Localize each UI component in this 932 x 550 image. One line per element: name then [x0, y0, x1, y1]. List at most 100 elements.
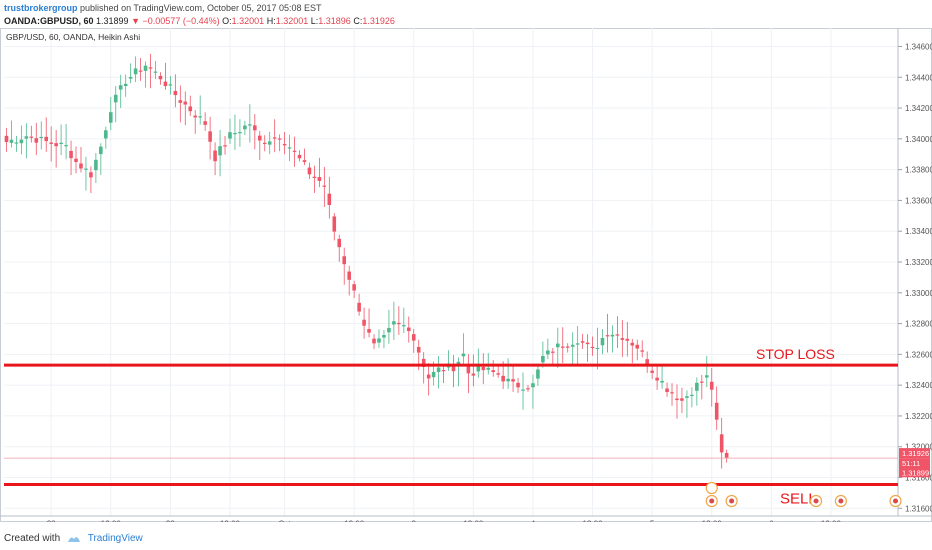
axis-price-label: 1.31926 [902, 449, 929, 458]
candle-body [272, 137, 277, 139]
candle-body [327, 193, 332, 205]
candle-body [198, 116, 202, 118]
x-tick-label: 12:00 [220, 520, 241, 523]
open-label: O: [222, 16, 232, 26]
candle-body [203, 121, 207, 125]
candle-body [506, 378, 510, 382]
high-label: H: [266, 16, 276, 26]
axis-price-label: 1.31899 [902, 468, 929, 477]
publisher-name[interactable]: trustbrokergroup [4, 3, 78, 13]
x-tick-label: 12:00 [702, 520, 723, 523]
candle-body [660, 380, 664, 383]
candle-body [635, 344, 640, 349]
y-tick-label: 1.32600 [905, 350, 932, 359]
candle-body [59, 142, 63, 144]
candle-body [332, 216, 337, 232]
candle-body [471, 373, 476, 376]
candle-body [342, 256, 347, 265]
candle-body [704, 375, 709, 378]
event-flag-dot [838, 498, 844, 504]
candle-body [89, 172, 93, 178]
y-tick-label: 1.33600 [905, 196, 932, 205]
candle-body [218, 146, 222, 156]
candle-body [94, 159, 98, 171]
candle-body [322, 185, 327, 187]
price-change: −0.00577 (−0.44%) [142, 16, 220, 26]
candle-body [257, 135, 262, 141]
candle-body [560, 346, 565, 348]
high-value: 1.32001 [275, 16, 309, 26]
chart[interactable]: 1.31600 1.31800 1.32000 1.32200 1.32400 1.326… [0, 28, 932, 522]
candle-body [352, 284, 356, 291]
candle-body [183, 101, 188, 105]
candle-body [700, 381, 704, 383]
candle-body [416, 346, 421, 353]
y-tick-label: 1.31600 [905, 504, 932, 513]
y-tick-label: 1.32000 [905, 443, 932, 452]
candle-body [466, 364, 471, 374]
candle-body [645, 359, 649, 366]
last-price: 1.31899 [96, 16, 129, 26]
candle-body [719, 434, 724, 453]
candle-body [709, 381, 714, 390]
candle-body [675, 398, 679, 401]
candle-body [406, 327, 411, 332]
footer: Created with TradingView [4, 533, 143, 544]
event-flag-dot [709, 498, 715, 504]
candle-body [243, 125, 247, 130]
chart-title: GBP/USD, 60, OANDA, Heikin Ashi [6, 32, 140, 42]
candle-body [19, 139, 24, 144]
tradingview-brand[interactable]: TradingView [87, 533, 143, 544]
low-label: L: [310, 16, 319, 26]
candle-body [541, 355, 545, 363]
candle-body [620, 338, 625, 340]
candle-body [605, 335, 610, 337]
symbol-interval: OANDA:GBPUSD, 60 [4, 16, 94, 26]
candle-body [421, 358, 426, 367]
candle-body [690, 394, 694, 397]
tradingview-logo-icon [67, 536, 80, 542]
created-with-text: Created with [4, 533, 61, 544]
chart-frame[interactable]: 1.31600 1.31800 1.32000 1.32200 1.32400 1.326… [0, 28, 932, 522]
candle-body [347, 271, 351, 280]
candle-body [714, 402, 719, 420]
candle-body [481, 366, 486, 371]
candle-body [9, 139, 14, 143]
candle-body [153, 71, 158, 73]
candle-body [108, 112, 113, 123]
candle-body [595, 347, 600, 350]
candle-body [382, 335, 386, 338]
x-tick-label: 3 [412, 520, 417, 523]
candle-body [565, 346, 570, 348]
candle-body [158, 75, 163, 80]
x-tick-label: 4 [531, 520, 536, 523]
close-label: C: [353, 16, 363, 26]
close-value: 1.31926 [362, 16, 395, 26]
candle-body [402, 325, 406, 327]
candle-body [600, 337, 605, 346]
axis-price-box [899, 448, 930, 459]
candle-body [74, 158, 78, 162]
low-value: 1.31896 [318, 16, 351, 26]
y-tick-label: 1.34400 [905, 73, 932, 82]
x-tick-label: 12:00 [463, 520, 484, 523]
candle-body [451, 366, 456, 372]
y-tick-label: 1.34000 [905, 135, 932, 144]
candle-body [431, 371, 436, 378]
candle-body [173, 90, 178, 96]
candle-body [148, 67, 153, 69]
y-tick-label: 1.33000 [905, 289, 932, 298]
candle-body [630, 342, 635, 346]
y-tick-label: 1.31800 [905, 474, 932, 483]
candle-body [511, 379, 515, 382]
candle-body [123, 83, 128, 87]
candle-body [640, 350, 645, 352]
symbol-ohlc-line: OANDA:GBPUSD, 60 1.31899 ▼ −0.00577 (−0.… [4, 16, 395, 26]
candle-body [615, 334, 620, 336]
candle-body [49, 142, 53, 144]
x-tick-label: 5 [650, 520, 655, 523]
candle-body [531, 383, 535, 388]
candle-body [491, 370, 496, 373]
candle-body [392, 321, 396, 325]
candle-body [650, 370, 654, 373]
